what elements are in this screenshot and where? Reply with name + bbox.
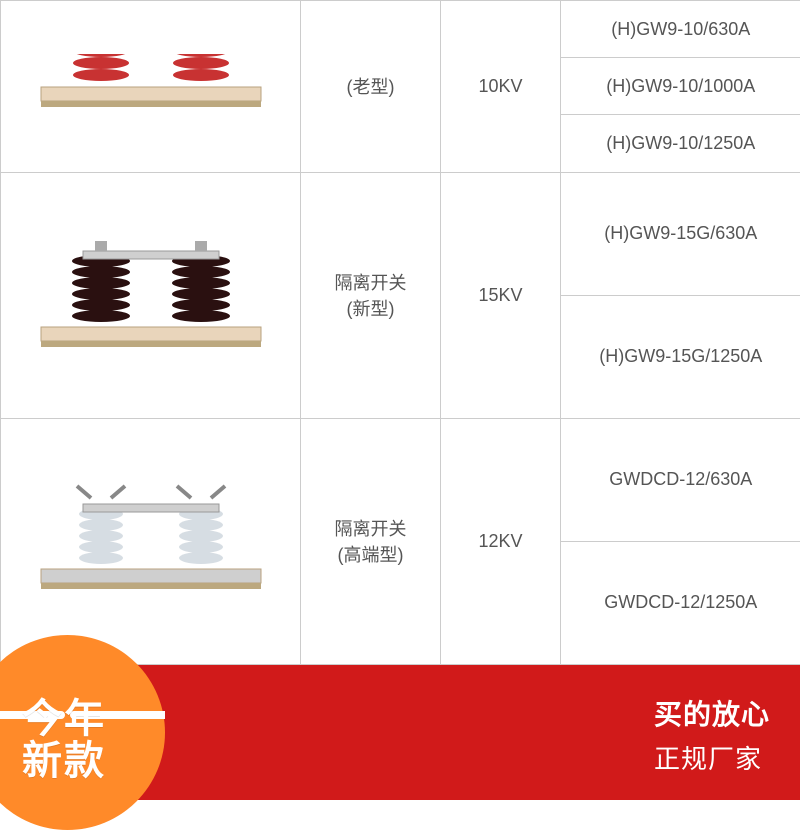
- model-cell: GWDCD-12/630A: [561, 418, 800, 541]
- product-image-cell: [1, 1, 301, 173]
- product-name-cell: (老型): [301, 1, 441, 173]
- spec-table: (老型)10KV(H)GW9-10/630A(H)GW9-10/1000A(H)…: [0, 0, 800, 665]
- table-row: (老型)10KV(H)GW9-10/630A: [1, 1, 800, 58]
- voltage-cell: 12KV: [441, 418, 561, 664]
- product-name-cell: 隔离开关(新型): [301, 172, 441, 418]
- product-image-cell: [1, 172, 301, 418]
- product-name-top: 隔离开关: [305, 515, 436, 541]
- voltage-cell: 10KV: [441, 1, 561, 173]
- new-this-year-badge: 今年 新款: [0, 600, 200, 800]
- model-cell: (H)GW9-15G/1250A: [561, 295, 800, 418]
- model-cell: GWDCD-12/1250A: [561, 541, 800, 664]
- isolator-new-icon: [21, 235, 281, 355]
- product-name-cell: 隔离开关(高端型): [301, 418, 441, 664]
- isolator-old-icon: [21, 54, 281, 119]
- banner-line2: 正规厂家: [654, 739, 770, 776]
- product-name-top: 隔离开关: [305, 269, 436, 295]
- badge-text: 今年 新款: [22, 698, 106, 782]
- voltage-cell: 15KV: [441, 172, 561, 418]
- product-name-bottom: (高端型): [305, 541, 436, 567]
- model-cell: (H)GW9-10/630A: [561, 1, 800, 58]
- banner-text: 买的放心 正规厂家: [654, 693, 770, 776]
- table-row: 隔离开关(高端型)12KVGWDCD-12/630A: [1, 418, 800, 541]
- table-row: 隔离开关(新型)15KV(H)GW9-15G/630A: [1, 172, 800, 295]
- spec-table-container: (老型)10KV(H)GW9-10/630A(H)GW9-10/1000A(H)…: [0, 0, 800, 665]
- model-cell: (H)GW9-10/1250A: [561, 115, 800, 172]
- product-name-bottom: (新型): [305, 295, 436, 321]
- badge-line1: 今年: [22, 698, 106, 740]
- model-cell: (H)GW9-10/1000A: [561, 58, 800, 115]
- badge-line2: 新款: [22, 740, 106, 782]
- banner-line1: 买的放心: [654, 693, 770, 733]
- model-cell: (H)GW9-15G/630A: [561, 172, 800, 295]
- product-figure: [5, 5, 296, 168]
- product-name-bottom: (老型): [305, 73, 436, 99]
- isolator-high-icon: [21, 481, 281, 601]
- product-figure: [5, 177, 296, 414]
